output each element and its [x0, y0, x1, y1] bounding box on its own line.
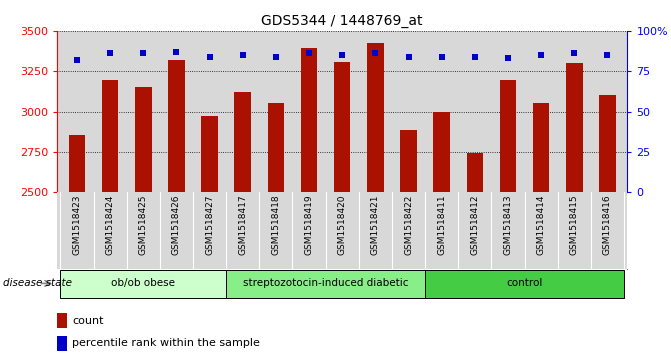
Bar: [201, 116, 218, 192]
Point: [370, 50, 380, 56]
Text: percentile rank within the sample: percentile rank within the sample: [72, 338, 260, 348]
Text: GSM1518411: GSM1518411: [437, 195, 446, 255]
Text: GSM1518419: GSM1518419: [305, 195, 313, 255]
Text: ob/ob obese: ob/ob obese: [111, 278, 175, 289]
Point: [337, 52, 348, 58]
Text: GSM1518417: GSM1518417: [238, 195, 247, 255]
Bar: [135, 87, 152, 192]
Bar: [226, 270, 425, 298]
Bar: [68, 135, 85, 192]
Bar: [301, 48, 317, 192]
Bar: [500, 80, 516, 192]
Text: count: count: [72, 316, 103, 326]
Point: [536, 52, 547, 58]
Text: GSM1518415: GSM1518415: [570, 195, 579, 255]
Point: [270, 54, 281, 60]
Bar: [57, 336, 67, 351]
Bar: [533, 103, 550, 192]
Text: GSM1518423: GSM1518423: [72, 195, 81, 255]
Point: [503, 56, 513, 61]
Text: GSM1518413: GSM1518413: [503, 195, 513, 255]
Title: GDS5344 / 1448769_at: GDS5344 / 1448769_at: [262, 15, 423, 28]
Bar: [102, 80, 118, 192]
Point: [602, 52, 613, 58]
Text: GSM1518420: GSM1518420: [338, 195, 347, 255]
Bar: [268, 103, 285, 192]
Point: [238, 52, 248, 58]
Point: [403, 54, 414, 60]
Text: GSM1518412: GSM1518412: [470, 195, 479, 255]
Text: GSM1518414: GSM1518414: [537, 195, 546, 255]
Bar: [433, 112, 450, 192]
Text: control: control: [507, 278, 543, 289]
Bar: [599, 95, 616, 192]
Point: [72, 57, 83, 63]
Bar: [234, 92, 251, 192]
Text: GSM1518424: GSM1518424: [105, 195, 115, 255]
Point: [470, 54, 480, 60]
Point: [436, 54, 447, 60]
Point: [569, 50, 580, 56]
Text: GSM1518427: GSM1518427: [205, 195, 214, 255]
Text: GSM1518418: GSM1518418: [271, 195, 280, 255]
Point: [304, 50, 315, 56]
Text: GSM1518425: GSM1518425: [139, 195, 148, 255]
Text: GSM1518422: GSM1518422: [404, 195, 413, 255]
Text: GSM1518416: GSM1518416: [603, 195, 612, 255]
Text: GSM1518421: GSM1518421: [371, 195, 380, 255]
Point: [138, 50, 148, 56]
Bar: [57, 313, 67, 329]
Bar: [466, 153, 483, 192]
Point: [204, 54, 215, 60]
Bar: [566, 63, 582, 192]
Text: disease state: disease state: [3, 277, 72, 287]
Point: [105, 50, 115, 56]
Bar: [60, 270, 226, 298]
Text: GSM1518426: GSM1518426: [172, 195, 181, 255]
Bar: [334, 62, 350, 192]
Bar: [400, 130, 417, 192]
Text: streptozotocin-induced diabetic: streptozotocin-induced diabetic: [243, 278, 409, 289]
Bar: [367, 43, 384, 192]
Point: [171, 49, 182, 55]
Bar: [425, 270, 624, 298]
Bar: [168, 60, 185, 192]
